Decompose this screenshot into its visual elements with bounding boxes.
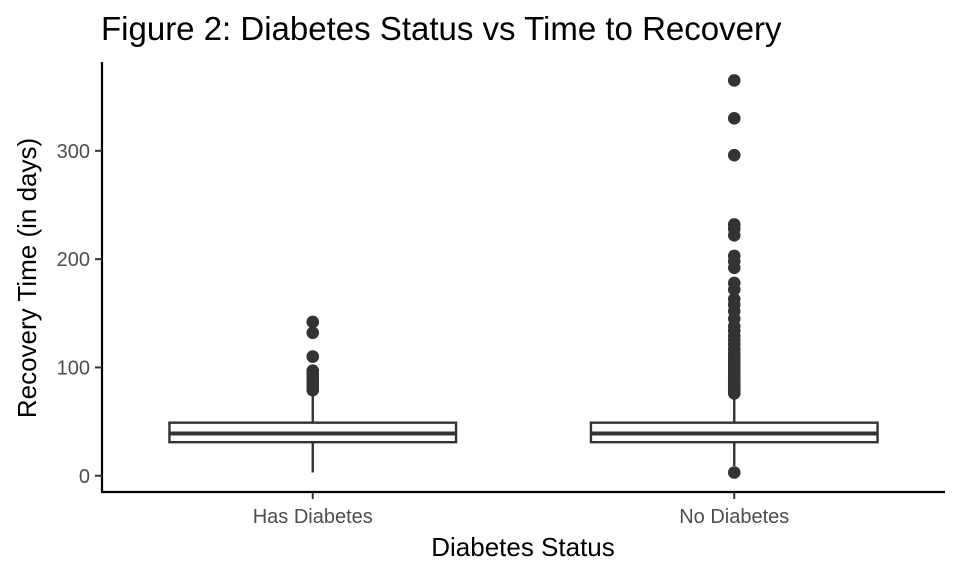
outlier-point [306,315,320,329]
x-tick-label: No Diabetes [679,506,789,528]
outlier-point [727,112,741,125]
outlier-point [727,466,741,479]
y-tick-label: 300 [57,141,90,163]
x-axis-title: Diabetes Status [431,532,615,562]
outlier-point [727,292,741,306]
outlier-point [306,326,320,340]
outlier-point [306,364,320,377]
outlier-point [727,148,741,162]
y-tick-label: 200 [57,249,90,271]
outlier-point [727,276,741,290]
outlier-point [306,350,320,363]
y-tick-label: 100 [57,357,90,379]
plot-area: 0 100 200 300 Has Diabetes No Diabetes [57,62,945,528]
outlier-point [727,249,741,263]
y-axis-title: Recovery Time (in days) [12,138,42,418]
x-tick-label: Has Diabetes [253,506,373,528]
chart-title: Figure 2: Diabetes Status vs Time to Rec… [101,10,782,47]
y-tick-label: 0 [79,466,90,488]
outlier-point [727,218,741,231]
outlier-point [727,74,741,87]
